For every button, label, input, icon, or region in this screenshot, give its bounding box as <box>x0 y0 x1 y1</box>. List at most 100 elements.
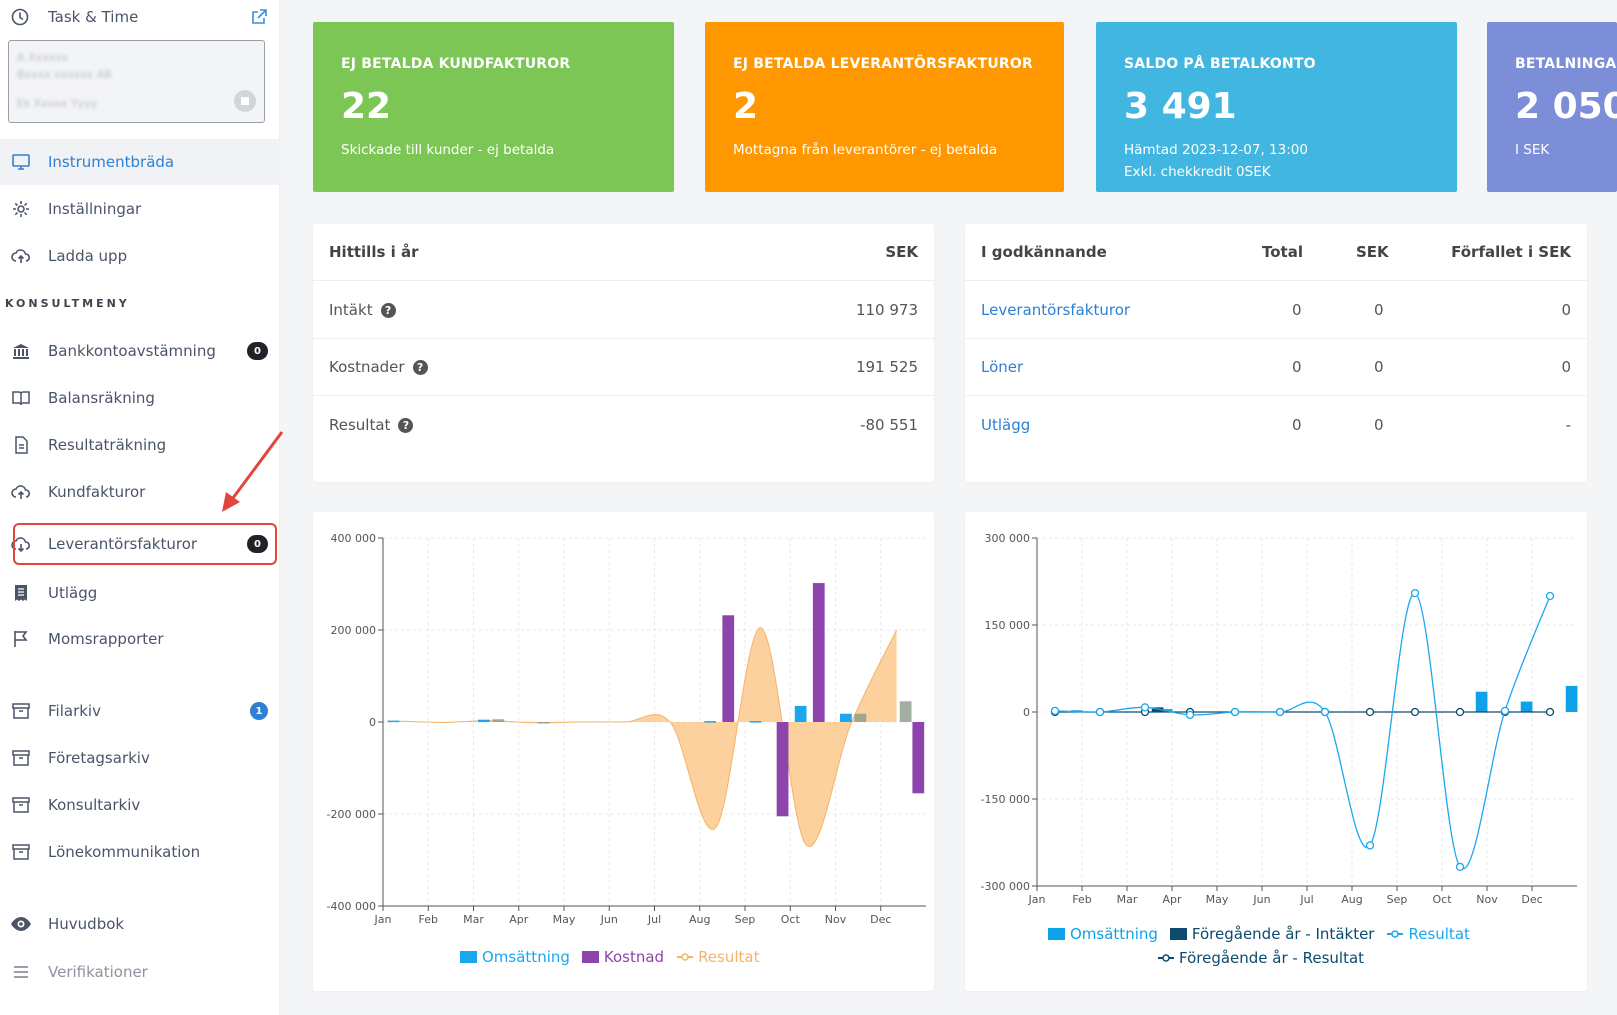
external-link-icon[interactable] <box>250 8 268 26</box>
x-tick-label: Mar <box>1117 893 1138 906</box>
kpi-card-saldo[interactable]: SALDO PÅ BETALKONTO 3 491 Hämtad 2023-12… <box>1096 22 1457 192</box>
kpi-card-kundfakturor[interactable]: EJ BETALDA KUNDFAKTUROR 22 Skickade till… <box>313 22 674 192</box>
row-link[interactable]: Löner <box>981 358 1024 376</box>
row-link[interactable]: Leverantörsfakturor <box>981 301 1131 319</box>
legend-label[interactable]: Omsättning <box>1070 925 1158 943</box>
resultat-area <box>398 627 897 847</box>
kpi-card-betalningar[interactable]: BETALNINGAR 2 050 I SEK <box>1487 22 1617 192</box>
y-tick-label: 300 000 <box>985 532 1031 545</box>
company-selector[interactable]: A Xxxxxx Bxxxx xxxxxx AB Ek Xxxxx Yyyy <box>8 40 265 123</box>
row-label: Kostnader? <box>329 358 428 376</box>
point-resultat <box>1545 591 1555 601</box>
legend-label[interactable]: Resultat <box>698 948 760 966</box>
sidebar-item-filarkiv[interactable]: Filarkiv 1 <box>0 688 280 734</box>
sidebar-item-kundfakturor[interactable]: Kundfakturor <box>0 469 280 515</box>
x-tick-label: Oct <box>1432 893 1452 906</box>
legend-label[interactable]: Omsättning <box>482 948 570 966</box>
kpi-subtitle: Skickade till kunder - ej betalda <box>341 142 555 158</box>
cell-sek: 0 <box>1374 415 1384 434</box>
x-tick-label: Jun <box>600 913 618 926</box>
kpi-value: 2 <box>733 86 759 127</box>
sidebar-item-ladda-upp[interactable]: Ladda upp <box>0 233 280 279</box>
table-row: Löner 0 0 0 <box>965 339 1587 396</box>
brand[interactable]: Task & Time <box>10 4 268 30</box>
sidebar: Task & Time A Xxxxxx Bxxxx xxxxxx AB Ek … <box>0 0 280 1015</box>
help-icon[interactable]: ? <box>380 303 396 318</box>
chart-legend: Omsättning Kostnad Resultat <box>460 948 760 966</box>
row-value: 191 525 <box>855 358 918 376</box>
point-resultat <box>1185 710 1195 720</box>
column-header: SEK <box>1356 243 1389 261</box>
sidebar-item-resultatrakning[interactable]: Resultaträkning <box>0 422 280 468</box>
count-badge: 0 <box>247 342 268 360</box>
help-icon[interactable]: ? <box>398 417 414 433</box>
x-tick-label: May <box>553 913 576 926</box>
row-link[interactable]: Utlägg <box>981 415 1031 434</box>
x-tick-label: Jul <box>1299 893 1313 906</box>
kpi-title: BETALNINGAR <box>1515 56 1617 72</box>
legend-label[interactable]: Föregående år - Intäkter <box>1191 925 1375 943</box>
help-icon[interactable]: ? <box>412 360 428 375</box>
legend-label[interactable]: Kostnad <box>603 948 665 966</box>
sidebar-item-instrumentbrada[interactable]: Instrumentbräda <box>0 139 280 185</box>
row-label: Resultat? <box>329 415 414 434</box>
y-tick-label: 150 000 <box>985 619 1031 632</box>
sidebar-item-leverantorsfakturor[interactable]: Leverantörsfakturor 0 <box>0 521 280 567</box>
eye-icon <box>10 913 32 935</box>
cell-sek: 0 <box>1374 301 1384 319</box>
point-resultat <box>1140 703 1150 712</box>
x-tick-label: Jun <box>1252 893 1270 906</box>
sidebar-item-utlagg[interactable]: Utlägg <box>0 570 280 616</box>
sidebar-item-foretagsarkiv[interactable]: Företagsarkiv <box>0 735 280 781</box>
point-resultat <box>1095 707 1105 717</box>
sidebar-item-bankkontoavstamning[interactable]: Bankkontoavstämning 0 <box>0 328 280 374</box>
cell-overdue: 0 <box>1561 301 1571 319</box>
table-row: Resultat? -80 551 <box>313 396 934 453</box>
legend-label[interactable]: Resultat <box>1408 925 1470 943</box>
table-row: Kostnader? 191 525 <box>313 339 934 396</box>
table-row: Utlägg 0 0 - <box>965 396 1587 453</box>
sidebar-item-label: Företagsarkiv <box>48 749 150 767</box>
row-label-text: Kostnader <box>329 358 405 376</box>
legend-label[interactable]: Föregående år - Resultat <box>1179 949 1365 967</box>
archive-icon <box>10 747 32 769</box>
x-tick-label: Jan <box>1028 893 1046 906</box>
chart-panel-left: 400 000 200 000 0 -200 000 -400 000 Jan Feb Mar… <box>313 512 934 991</box>
bar-kostnad <box>776 722 789 817</box>
sidebar-item-huvudbok[interactable]: Huvudbok <box>0 901 280 947</box>
row-label-text: Resultat <box>329 415 391 434</box>
kpi-subtitle: I SEK <box>1515 142 1550 158</box>
sidebar-item-verifikationer[interactable]: Verifikationer <box>0 949 280 995</box>
sidebar-item-installningar[interactable]: Inställningar <box>0 186 280 232</box>
kpi-card-leverantorsfakturor[interactable]: EJ BETALDA LEVERANTÖRSFAKTUROR 2 Mottagn… <box>705 22 1064 192</box>
ytd-table-header: Hittills i år SEK <box>313 224 934 281</box>
sidebar-item-balansrakning[interactable]: Balansräkning <box>0 375 280 421</box>
sidebar-item-label: Konsultarkiv <box>48 796 141 814</box>
cell-overdue: - <box>1565 415 1571 434</box>
cloud-upload-icon <box>10 245 32 267</box>
kpi-title: EJ BETALDA LEVERANTÖRSFAKTUROR <box>733 56 1033 72</box>
row-label: Intäkt? <box>329 301 396 319</box>
sidebar-item-label: Lönekommunikation <box>48 843 201 861</box>
sidebar-item-label: Ladda upp <box>48 247 128 265</box>
approval-table: I godkännande Total SEK Förfallet i SEK … <box>965 224 1587 482</box>
sidebar-item-momsrapporter[interactable]: Momsrapporter <box>0 616 280 662</box>
x-tick-label: Nov <box>1476 893 1498 906</box>
kpi-credit-note: Exkl. chekkredit 0SEK <box>1124 164 1271 180</box>
annotation-arrow-icon <box>222 431 284 512</box>
table-row: Intäkt? 110 973 <box>313 282 934 339</box>
count-badge: 0 <box>247 535 268 553</box>
legend-line-marker-icon <box>1158 954 1174 962</box>
row-value: -80 551 <box>860 415 918 434</box>
cell-sek: 0 <box>1374 358 1384 376</box>
sidebar-item-label: Bankkontoavstämning <box>48 342 216 360</box>
x-tick-label: Dec <box>870 913 891 926</box>
column-header: SEK <box>885 243 918 261</box>
sidebar-item-konsultarkiv[interactable]: Konsultarkiv <box>0 782 280 828</box>
sidebar-item-label: Kundfakturor <box>48 483 146 501</box>
stop-icon[interactable] <box>234 90 256 112</box>
x-tick-label: Dec <box>1521 893 1542 906</box>
bar-föregående-år-intäkter <box>1151 707 1164 712</box>
sidebar-item-lonekommunikation[interactable]: Lönekommunikation <box>0 829 280 875</box>
